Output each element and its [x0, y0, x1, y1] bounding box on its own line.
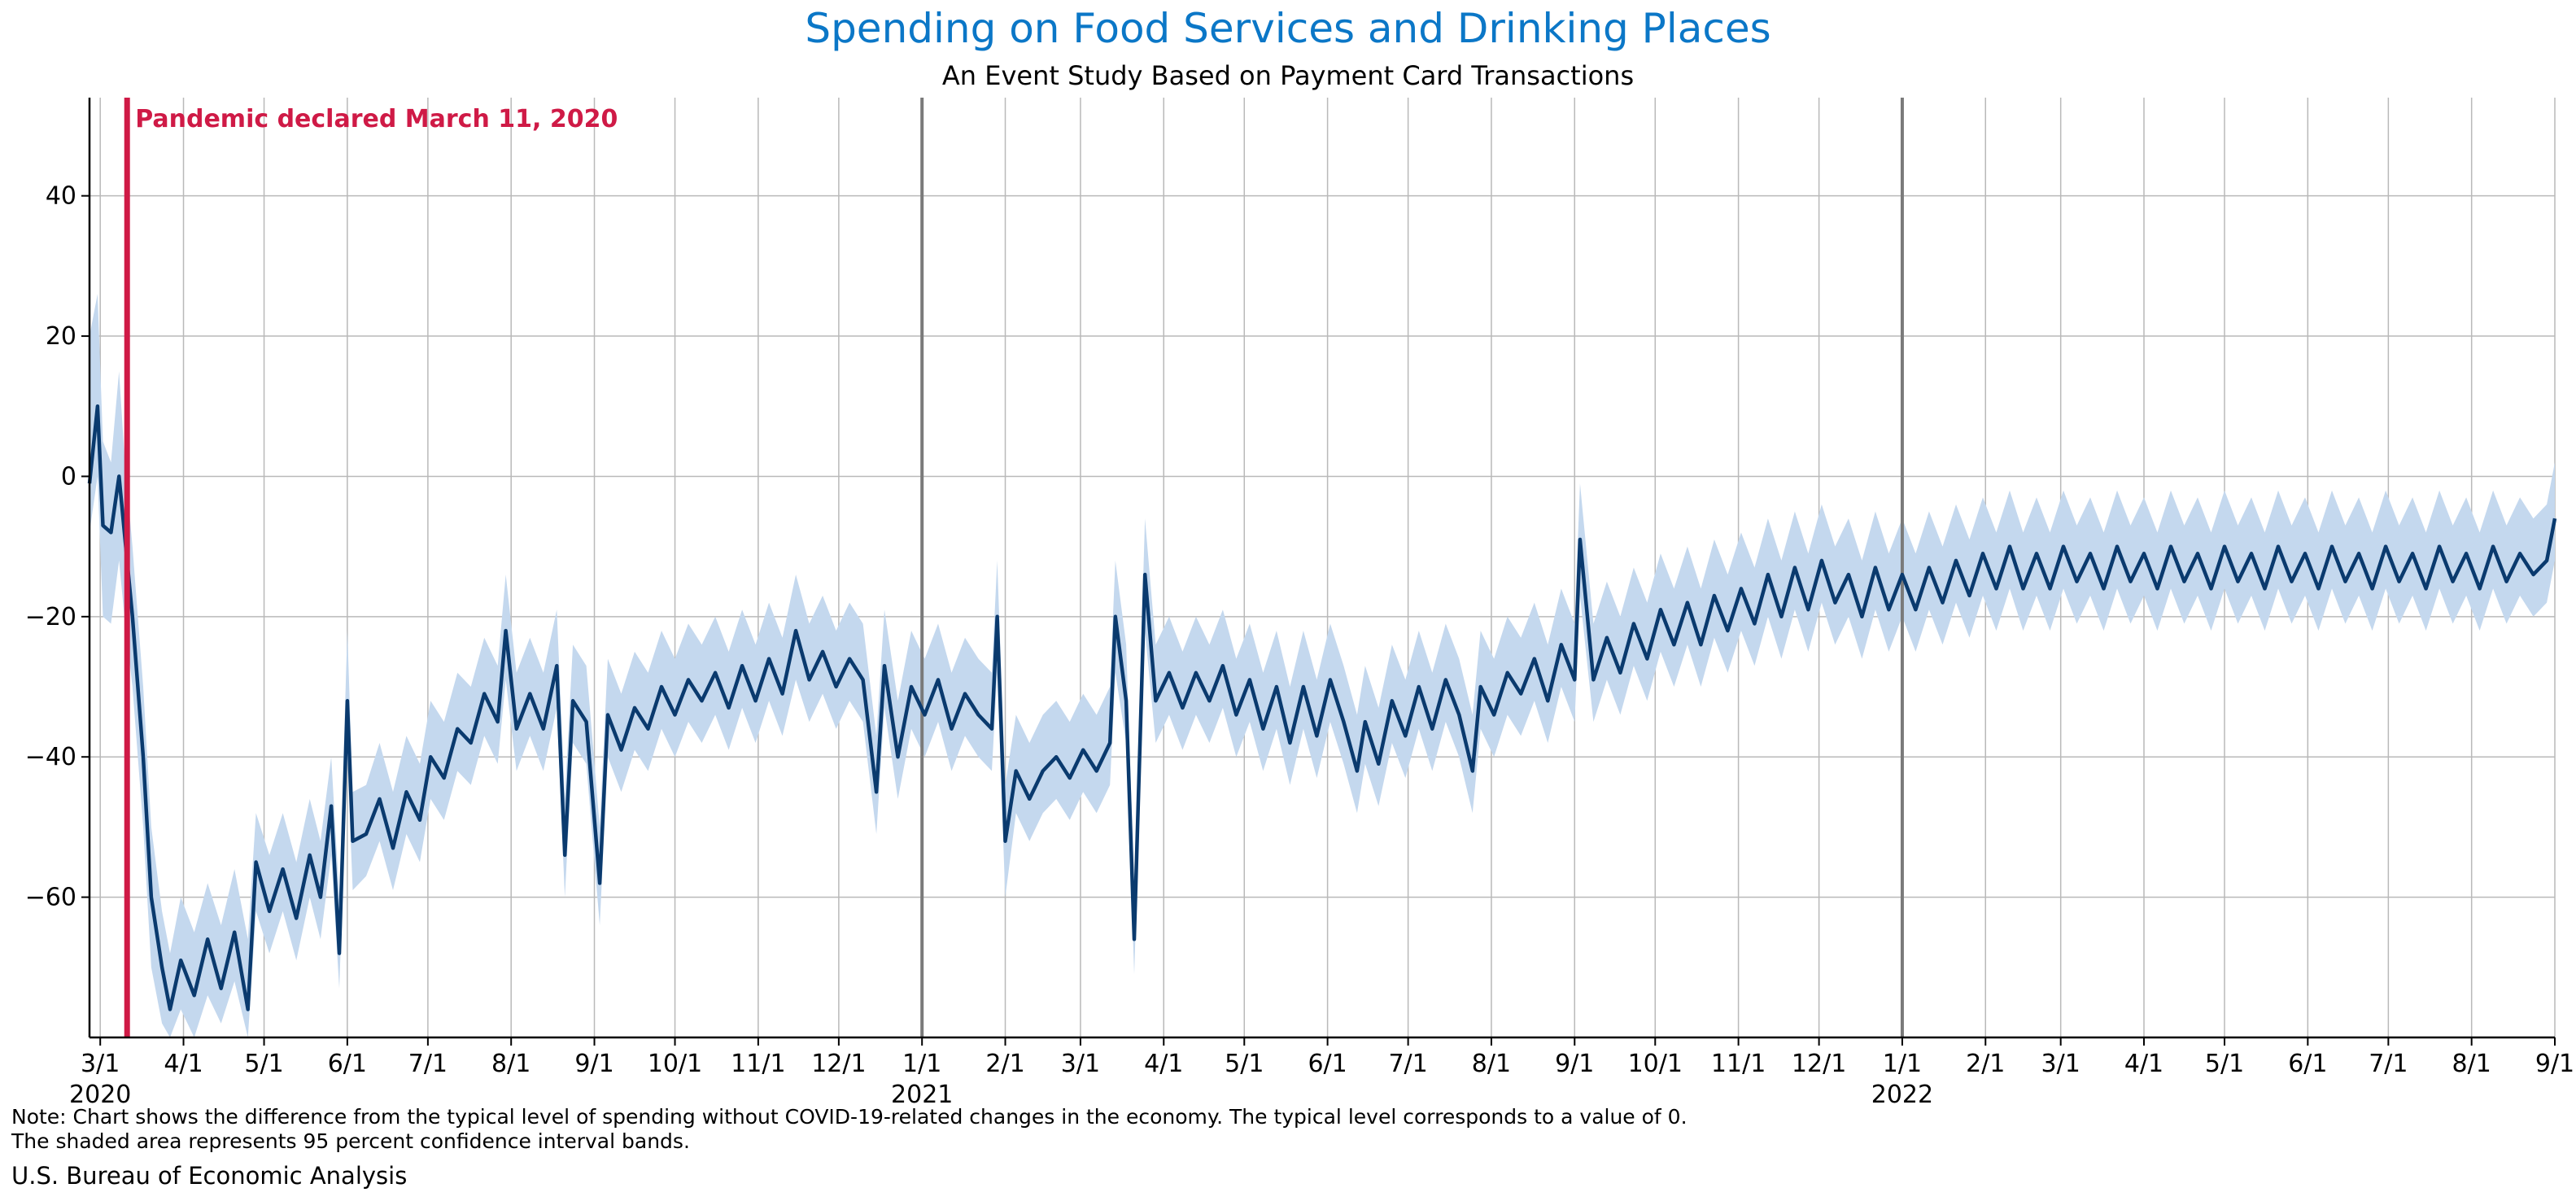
x-tick-label: 12/1 [811, 1050, 866, 1078]
x-tick-label: 7/1 [408, 1050, 448, 1078]
y-tick-label: −20 [25, 603, 76, 631]
series-line-layer [87, 404, 2557, 1011]
x-tick-label: 8/1 [1472, 1050, 1511, 1078]
x-tick-label: 4/1 [164, 1050, 203, 1078]
x-tick-label: 12/1 [1792, 1050, 1846, 1078]
x-tick-label: 3/1 [1061, 1050, 1100, 1078]
y-tick-label: −40 [25, 743, 76, 771]
event-layer: Pandemic declared March 11, 2020 [124, 98, 618, 1037]
year-divider-layer [920, 98, 1904, 1037]
x-tick-label: 1/1 [1883, 1050, 1922, 1078]
x-tick-label: 8/1 [491, 1050, 530, 1078]
chart-title: Spending on Food Services and Drinking P… [805, 5, 1771, 52]
x-tick-label: 7/1 [2369, 1050, 2408, 1078]
x-tick-label: 11/1 [1711, 1050, 1766, 1078]
x-tick-label: 5/1 [244, 1050, 283, 1078]
x-tick-label: 7/1 [1388, 1050, 1427, 1078]
x-tick-label: 4/1 [2124, 1050, 2163, 1078]
confidence-band [90, 294, 2555, 1037]
confidence-band-layer [90, 294, 2555, 1037]
x-tick-label: 4/1 [1144, 1050, 1183, 1078]
x-tick-label: 5/1 [2205, 1050, 2244, 1078]
x-tick-label: 9/1 [2535, 1050, 2574, 1078]
x-tick-label: 10/1 [1628, 1050, 1683, 1078]
x-tick-label: 6/1 [2288, 1050, 2327, 1078]
note-line-1: Note: Chart shows the difference from th… [11, 1105, 1687, 1129]
x-tick-label: 2/1 [1966, 1050, 2005, 1078]
note-line-2: The shaded area represents 95 percent co… [11, 1129, 690, 1153]
x-tick-label: 6/1 [328, 1050, 367, 1078]
spending-line [87, 404, 2557, 1011]
y-tick-label: 20 [46, 322, 76, 351]
y-tick-label: 0 [61, 462, 76, 491]
x-tick-label: 9/1 [1555, 1050, 1594, 1078]
x-year-label: 2022 [1871, 1081, 1933, 1109]
x-tick-label: 8/1 [2452, 1050, 2491, 1078]
pandemic-event-label: Pandemic declared March 11, 2020 [135, 105, 618, 133]
y-tick-label: −60 [25, 884, 76, 912]
x-tick-label: 3/1 [2041, 1050, 2080, 1078]
x-tick-label: 5/1 [1225, 1050, 1264, 1078]
chart-subtitle: An Event Study Based on Payment Card Tra… [941, 60, 1635, 91]
x-tick-label: 6/1 [1308, 1050, 1347, 1078]
x-year-label: 2021 [891, 1081, 953, 1109]
x-tick-label: 9/1 [574, 1050, 613, 1078]
y-tick-label: 40 [46, 182, 76, 211]
x-tick-label: 3/1 [81, 1050, 120, 1078]
source-label: U.S. Bureau of Economic Analysis [11, 1162, 408, 1190]
x-tick-label: 1/1 [902, 1050, 941, 1078]
axis-layer: 40 20 0 −20 −40 −60 3/1 4/1 5/1 6/1 7/1 8/1 9/1 10/1 1… [25, 98, 2574, 1109]
x-tick-label: 2/1 [985, 1050, 1024, 1078]
x-tick-label: 10/1 [648, 1050, 702, 1078]
x-tick-label: 11/1 [731, 1050, 785, 1078]
chart-note: Note: Chart shows the difference from th… [11, 1105, 1687, 1154]
x-year-label: 2020 [69, 1081, 131, 1109]
